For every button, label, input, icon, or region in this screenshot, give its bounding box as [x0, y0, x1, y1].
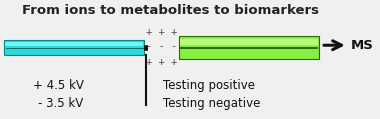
Bar [5, 42, 143, 46]
Text: + + +: + + + [146, 57, 177, 67]
Text: + 4.5 kV: + 4.5 kV [33, 79, 84, 92]
Text: Testing negative: Testing negative [163, 97, 261, 110]
Bar [180, 39, 318, 45]
Bar [4, 40, 144, 55]
Text: - - -: - - - [146, 41, 177, 51]
Text: From ions to metabolites to biomarkers: From ions to metabolites to biomarkers [22, 4, 320, 17]
Bar [179, 36, 319, 59]
Text: + + +: + + + [146, 27, 177, 37]
Text: Testing positive: Testing positive [163, 79, 255, 92]
Text: - 3.5 kV: - 3.5 kV [38, 97, 84, 110]
Text: MS: MS [350, 39, 373, 52]
